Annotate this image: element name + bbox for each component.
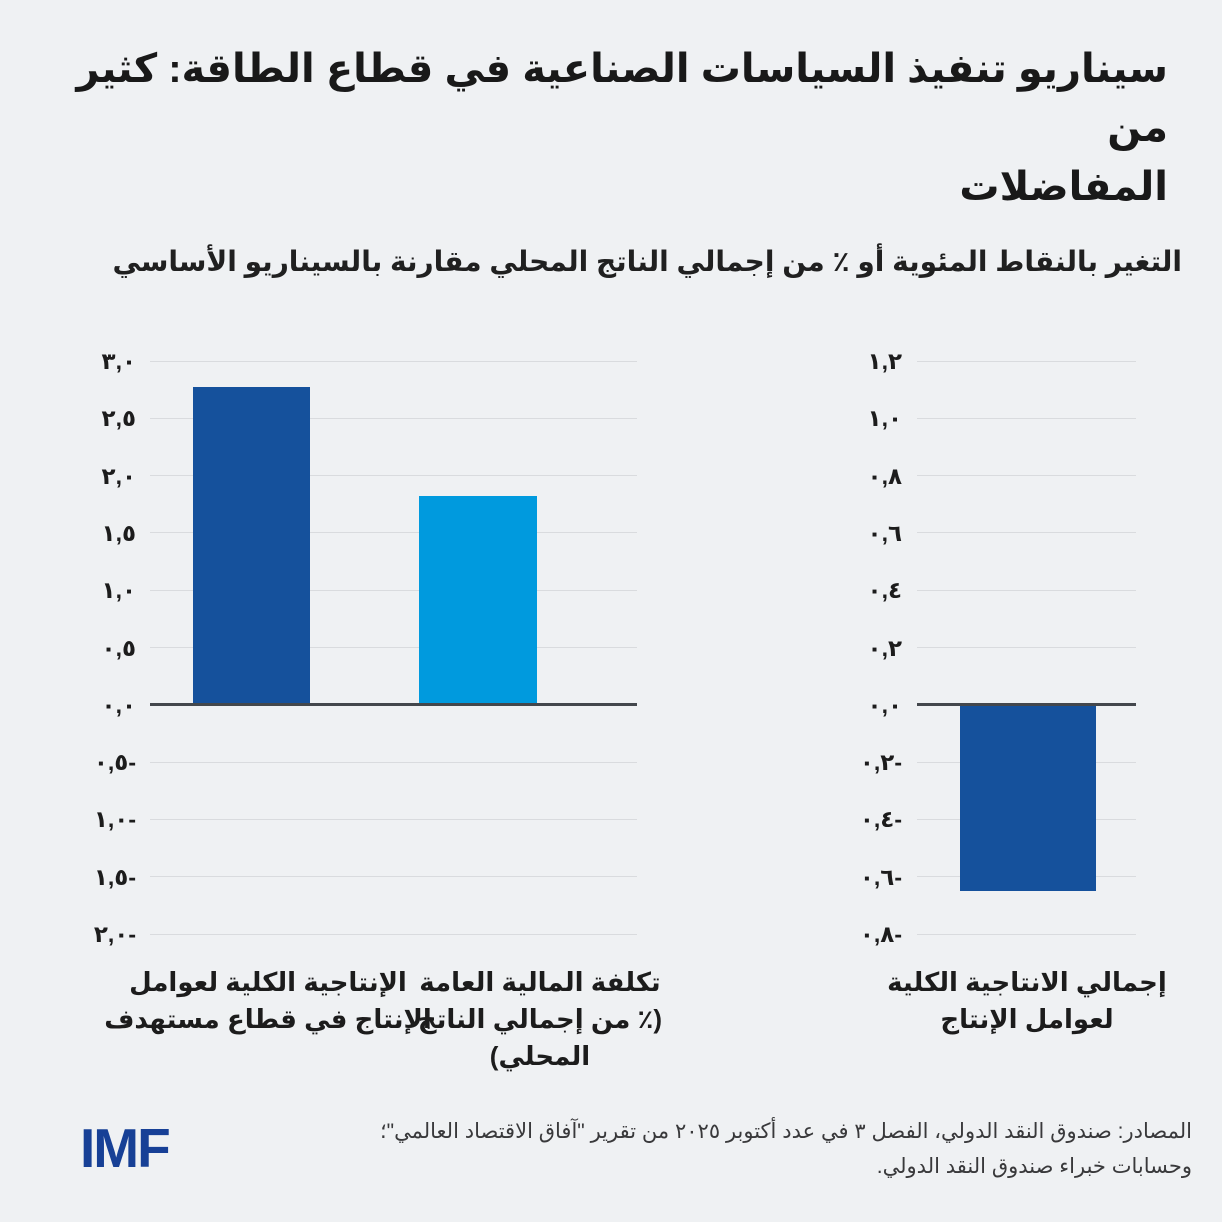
gridline — [150, 818, 637, 820]
category-label-line: (٪ من إجمالي الناتج المحلي) — [417, 1004, 663, 1071]
zero-axis-line — [150, 703, 637, 707]
category-label-line: لعوامل الإنتاج — [940, 1004, 1114, 1034]
figure-title-line2: المفاضلات — [959, 165, 1168, 209]
y-tick-label: ٢,٠ — [101, 462, 136, 489]
y-tick-label: ١,٢ — [867, 348, 902, 374]
y-tick-label: ٠,٦ — [867, 519, 902, 546]
y-tick-label: ١,٥ — [101, 519, 136, 546]
y-tick-label: ٠,٦- — [859, 863, 902, 890]
category-label: إجمالي الانتاجية الكلية لعوامل الإنتاج — [857, 964, 1197, 1038]
y-tick-label: ١,٠ — [867, 405, 902, 432]
y-tick-label: ٠,٠ — [867, 691, 902, 718]
gridline — [917, 647, 1136, 648]
bar — [193, 387, 310, 705]
gridline — [150, 647, 637, 648]
imf-logo: IMF — [80, 1117, 171, 1179]
gridline — [150, 417, 637, 419]
y-tick-label: ١,٠ — [101, 577, 136, 604]
gridline — [150, 933, 637, 935]
gridline — [917, 475, 1136, 477]
gridline — [150, 532, 637, 534]
category-label-line: إجمالي الانتاجية الكلية — [887, 967, 1167, 997]
gridline — [917, 417, 1136, 419]
gridline — [917, 532, 1136, 534]
category-label: تكلفة المالية العامة (٪ من إجمالي الناتج … — [370, 964, 710, 1075]
y-tick-label: ٠,٢ — [867, 634, 902, 661]
gridline — [917, 360, 1136, 362]
figure-subtitle: التغير بالنقاط المئوية أو ٪ من إجمالي ال… — [112, 246, 1182, 277]
source-note-line2: وحسابات خبراء صندوق النقد الدولي. — [876, 1155, 1192, 1178]
y-tick-label: ٠,٥- — [93, 749, 136, 776]
y-tick-label: ٢,٠- — [93, 921, 136, 947]
y-tick-label: ١,٠- — [93, 806, 136, 833]
y-tick-label: ١,٥- — [93, 863, 136, 890]
y-tick-label: ٠,٥ — [101, 634, 136, 661]
category-label: الإنتاجية الكلية لعوامل الإنتاج في قطاع م… — [98, 964, 438, 1038]
gridline — [917, 589, 1136, 591]
category-label-line: الإنتاج في قطاع مستهدف — [104, 1004, 432, 1034]
y-tick-label: ٠,٤- — [859, 806, 902, 833]
source-note-line1: المصادر: صندوق النقد الدولي، الفصل ٣ في … — [379, 1120, 1192, 1143]
y-tick-label: ٠,٢- — [859, 749, 902, 776]
category-label-line: تكلفة المالية العامة — [419, 967, 661, 997]
y-tick-label: ٣,٠ — [101, 348, 136, 374]
figure-title: سيناريو تنفيذ السياسات الصناعية في قطاع … — [54, 40, 1168, 217]
y-tick-label: ٠,٨ — [867, 462, 902, 489]
gridline — [150, 876, 637, 878]
source-note: المصادر: صندوق النقد الدولي، الفصل ٣ في … — [280, 1114, 1192, 1184]
y-tick-label: ٢,٥ — [101, 405, 136, 432]
y-tick-label: ٠,٨- — [859, 921, 902, 947]
figure-title-line1: سيناريو تنفيذ السياسات الصناعية في قطاع … — [76, 47, 1168, 150]
gridline — [150, 589, 637, 591]
gridline — [150, 761, 637, 763]
zero-axis-line — [917, 703, 1136, 707]
gridline — [150, 360, 637, 362]
category-label-line: الإنتاجية الكلية لعوامل — [129, 967, 407, 997]
gridline — [150, 475, 637, 477]
y-tick-label: ٠,٠ — [101, 691, 136, 718]
bar — [960, 704, 1096, 892]
bar — [419, 496, 537, 705]
y-tick-label: ٠,٤ — [867, 577, 902, 604]
gridline — [917, 933, 1136, 935]
